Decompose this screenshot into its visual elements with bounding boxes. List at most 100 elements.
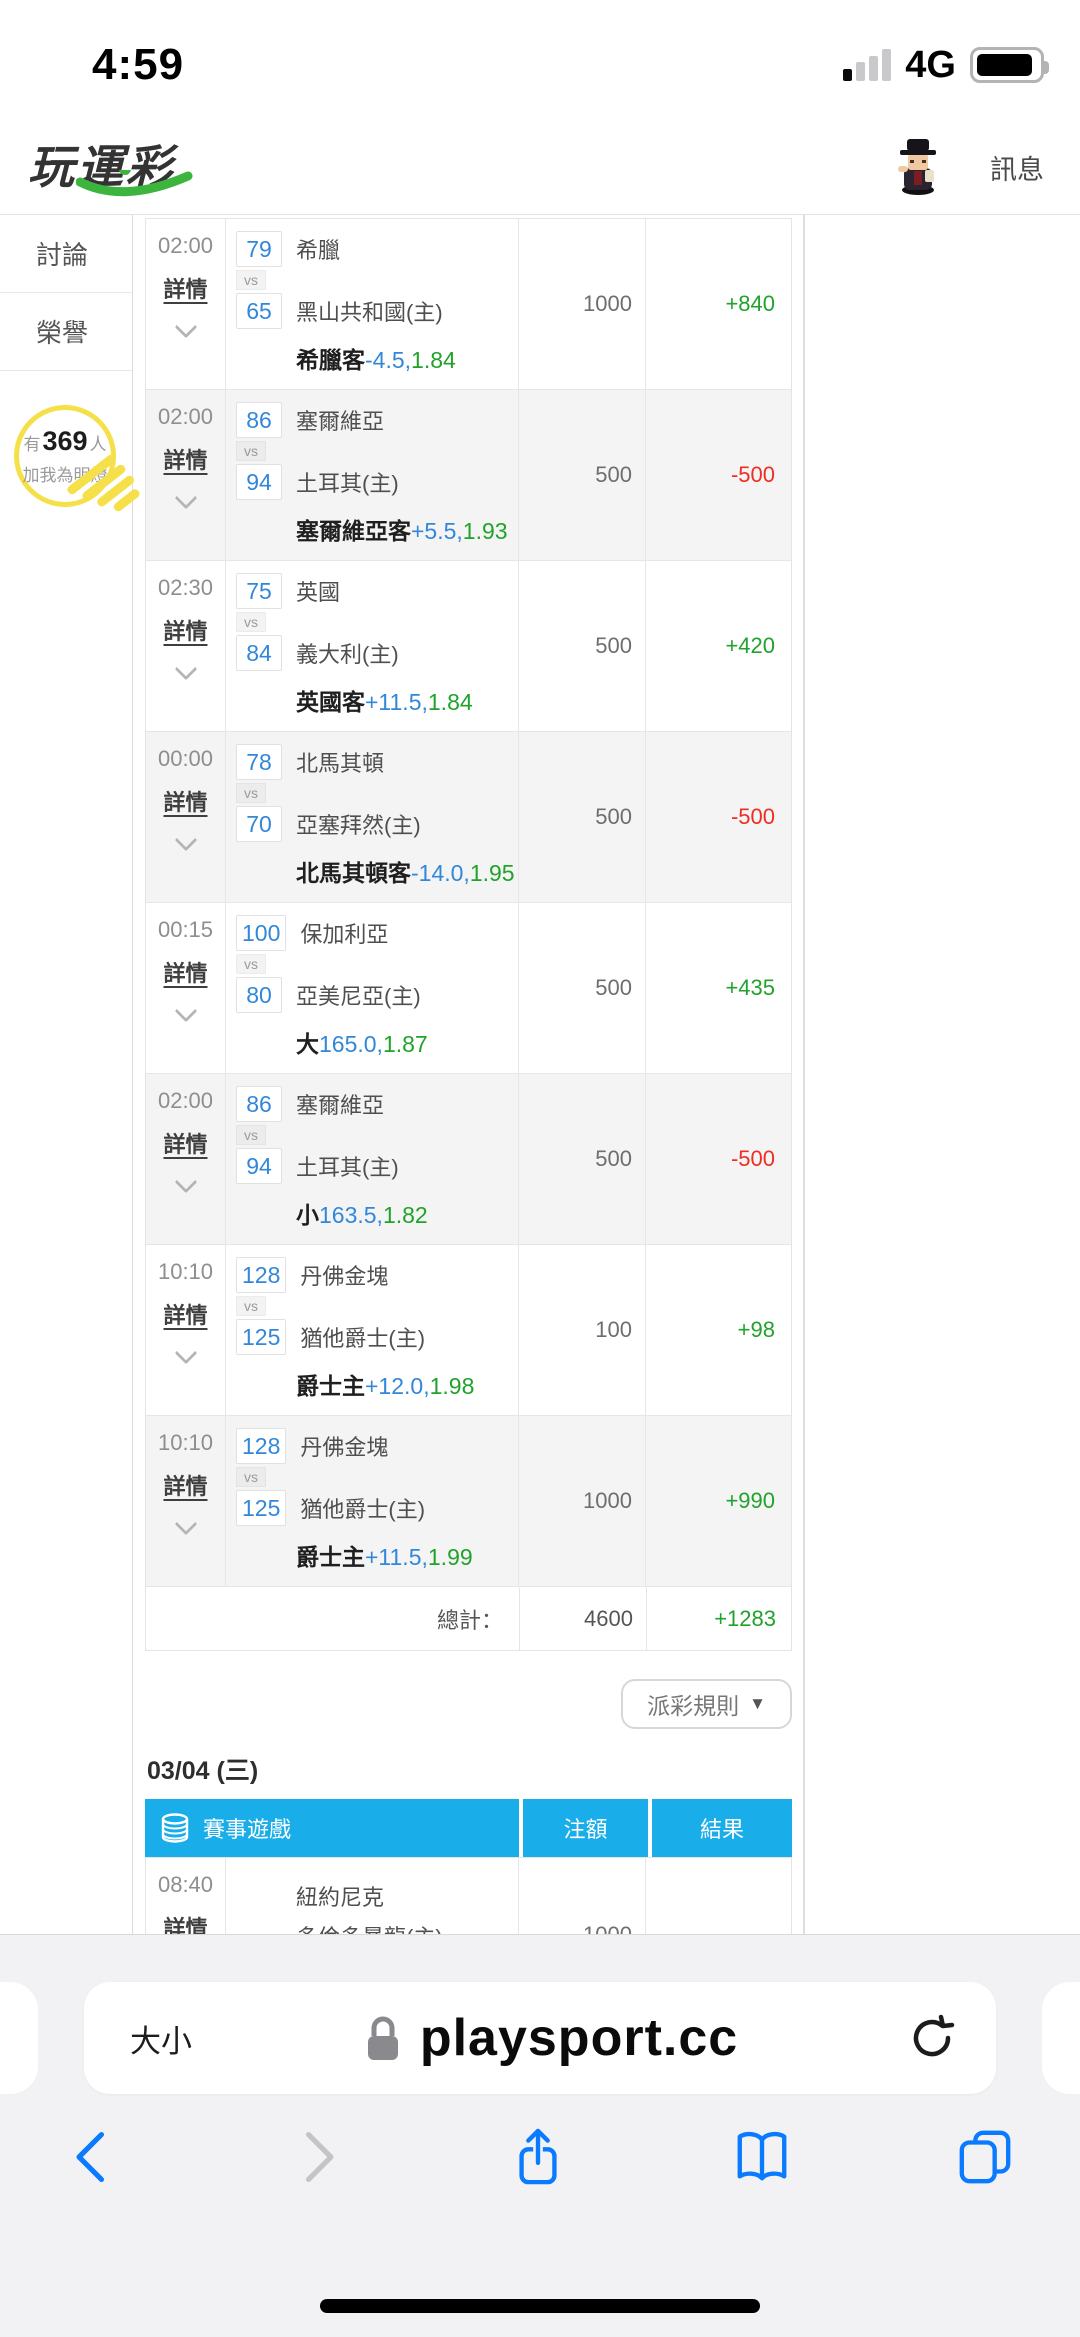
bet-row-result-cell: -500 xyxy=(646,390,790,560)
detail-link[interactable]: 詳情 xyxy=(163,790,208,815)
bookmarks-button[interactable] xyxy=(733,2128,791,2186)
previous-tab-pill[interactable] xyxy=(0,1982,38,2094)
away-team: 北馬其頓 xyxy=(296,751,385,776)
bet-pick: 英國客 xyxy=(296,689,365,715)
bet-row-result-cell: +840 xyxy=(646,219,790,389)
back-button[interactable] xyxy=(66,2128,122,2186)
detail-link[interactable]: 詳情 xyxy=(163,619,208,644)
game-time: 08:40 xyxy=(157,1872,214,1897)
user-avatar[interactable] xyxy=(890,138,946,196)
bet-row-amount-cell: 500 xyxy=(519,732,646,902)
next-tab-pill[interactable] xyxy=(1042,1982,1080,2094)
chevron-down-icon[interactable] xyxy=(174,1170,197,1194)
chevron-down-icon[interactable] xyxy=(174,828,197,852)
scroll-divider xyxy=(803,215,805,1934)
bet-row-amount-cell: 100 xyxy=(519,1245,646,1415)
safari-bottom-chrome: 大小 playsport.cc xyxy=(0,1934,1080,2337)
coin-stack-icon xyxy=(161,1813,189,1843)
detail-link[interactable]: 詳情 xyxy=(163,961,208,986)
bet-row-game-cell: 75 英國 vs 84 義大利(主) 英國客+11.5,1.84 xyxy=(226,561,519,731)
bet-odds: 1.84 xyxy=(427,689,473,715)
column-result: 結果 xyxy=(699,1817,744,1842)
playsport-logo[interactable]: 玩運彩 xyxy=(28,144,193,197)
forward-button[interactable] xyxy=(288,2128,344,2186)
bet-row-game-cell: 79 希臘 vs 65 黑山共和國(主) 希臘客-4.5,1.84 xyxy=(226,219,519,389)
bets-table-day1: 02:00 詳情 79 希臘 vs 65 黑山共和國(主) 希臘客-4.5,1.… xyxy=(145,218,792,1651)
chevron-down-icon[interactable] xyxy=(174,999,197,1023)
home-score: 84 xyxy=(236,635,282,671)
chevron-down-icon[interactable] xyxy=(174,1512,197,1536)
bet-amount: 500 xyxy=(595,804,632,829)
away-score: 128 xyxy=(236,1257,287,1293)
bet-row-amount-cell: 1000 xyxy=(519,1416,646,1586)
chevron-down-icon[interactable] xyxy=(174,486,197,510)
bet-result: +990 xyxy=(725,1488,775,1513)
bet-row-result-cell: -500 xyxy=(646,732,790,902)
bet-row-time-cell: 02:00 詳情 xyxy=(146,219,226,389)
total-label: 總計： xyxy=(146,1587,520,1650)
sidebar-item-discussion[interactable]: 討論 xyxy=(0,215,132,293)
chevron-down-icon[interactable] xyxy=(174,315,197,339)
payout-rules-button[interactable]: 派彩規則 ▼ xyxy=(621,1679,792,1729)
bet-handicap: 163.5, xyxy=(319,1202,383,1228)
home-team: 土耳其(主) xyxy=(296,471,399,496)
bet-row-time-cell: 00:15 詳情 xyxy=(146,903,226,1073)
bet-handicap: -4.5, xyxy=(365,347,412,373)
sidebar-item-honor[interactable]: 榮譽 xyxy=(0,293,132,371)
vs-label: vs xyxy=(236,1467,266,1487)
detail-link[interactable]: 詳情 xyxy=(163,1474,208,1499)
payout-rules-label: 派彩規則 xyxy=(647,1693,740,1719)
home-score: 80 xyxy=(236,977,282,1013)
share-button[interactable] xyxy=(509,2126,567,2188)
bet-row-amount-cell: 500 xyxy=(519,1074,646,1244)
vs-label: vs xyxy=(236,954,266,974)
bet-handicap: +5.5, xyxy=(411,518,463,544)
bet-row-amount-cell: 500 xyxy=(519,561,646,731)
bet-selection: 小163.5,1.82 xyxy=(236,1196,518,1230)
text-size-button[interactable]: 大小 xyxy=(130,2023,192,2059)
away-team: 紐約尼克 xyxy=(296,1885,385,1910)
bet-row: 10:10 詳情 128 丹佛金塊 vs 125 猶他爵士(主) 爵士主+12.… xyxy=(146,1245,791,1416)
bet-row-time-cell: 10:10 詳情 xyxy=(146,1245,226,1415)
away-team: 塞爾維亞 xyxy=(296,1093,385,1118)
away-team: 塞爾維亞 xyxy=(296,409,385,434)
detail-link[interactable]: 詳情 xyxy=(163,1132,208,1157)
vs-label: vs xyxy=(236,612,266,632)
bet-amount: 500 xyxy=(595,1146,632,1171)
reload-button[interactable] xyxy=(908,2014,956,2062)
total-result: +1283 xyxy=(714,1605,776,1631)
vs-label: vs xyxy=(236,441,266,461)
detail-link[interactable]: 詳情 xyxy=(163,1303,208,1328)
bet-row-game-cell: 128 丹佛金塊 vs 125 猶他爵士(主) 爵士主+12.0,1.98 xyxy=(226,1245,519,1415)
away-score: 86 xyxy=(236,402,282,438)
vs-label: vs xyxy=(236,270,266,290)
game-time: 00:00 xyxy=(157,746,214,771)
bet-selection: 塞爾維亞客+5.5,1.93 xyxy=(236,512,518,546)
detail-link[interactable]: 詳情 xyxy=(163,448,208,473)
bet-odds: 1.82 xyxy=(382,1202,428,1228)
home-team: 亞美尼亞(主) xyxy=(296,984,421,1009)
detail-link[interactable]: 詳情 xyxy=(163,277,208,302)
bet-row-game-cell: 78 北馬其頓 vs 70 亞塞拜然(主) 北馬其頓客-14.0,1.95 xyxy=(226,732,519,902)
sidebar-item-label: 討論 xyxy=(36,240,89,270)
bet-selection: 大165.0,1.87 xyxy=(236,1025,518,1059)
bet-odds: 1.84 xyxy=(411,347,456,373)
home-score: 125 xyxy=(236,1490,287,1526)
chevron-down-icon[interactable] xyxy=(174,657,197,681)
bet-result: -500 xyxy=(730,462,775,487)
bet-row: 02:00 詳情 86 塞爾維亞 vs 94 土耳其(主) 塞爾維亞客+5.5,… xyxy=(146,390,791,561)
messages-link[interactable]: 訊息 xyxy=(990,154,1044,185)
tabs-button[interactable] xyxy=(956,2128,1014,2186)
bet-odds: 1.99 xyxy=(427,1544,473,1570)
bet-row-game-cell: 86 塞爾維亞 vs 94 土耳其(主) 小163.5,1.82 xyxy=(226,1074,519,1244)
bet-amount: 1000 xyxy=(583,291,632,316)
ios-status-bar: 4:59 4G xyxy=(0,0,1080,120)
address-bar[interactable]: 大小 playsport.cc xyxy=(84,1982,996,2094)
chevron-down-icon[interactable] xyxy=(174,1341,197,1365)
url-text: playsport.cc xyxy=(419,2009,739,2067)
bet-row: 02:30 詳情 75 英國 vs 84 義大利(主) 英國客+11.5,1.8… xyxy=(146,561,791,732)
home-indicator[interactable] xyxy=(320,2299,760,2313)
bet-odds: 1.93 xyxy=(462,518,508,544)
follow-lamp-badge[interactable]: 有369 人 加我為明燈 xyxy=(14,405,142,514)
away-score: 78 xyxy=(236,744,282,780)
